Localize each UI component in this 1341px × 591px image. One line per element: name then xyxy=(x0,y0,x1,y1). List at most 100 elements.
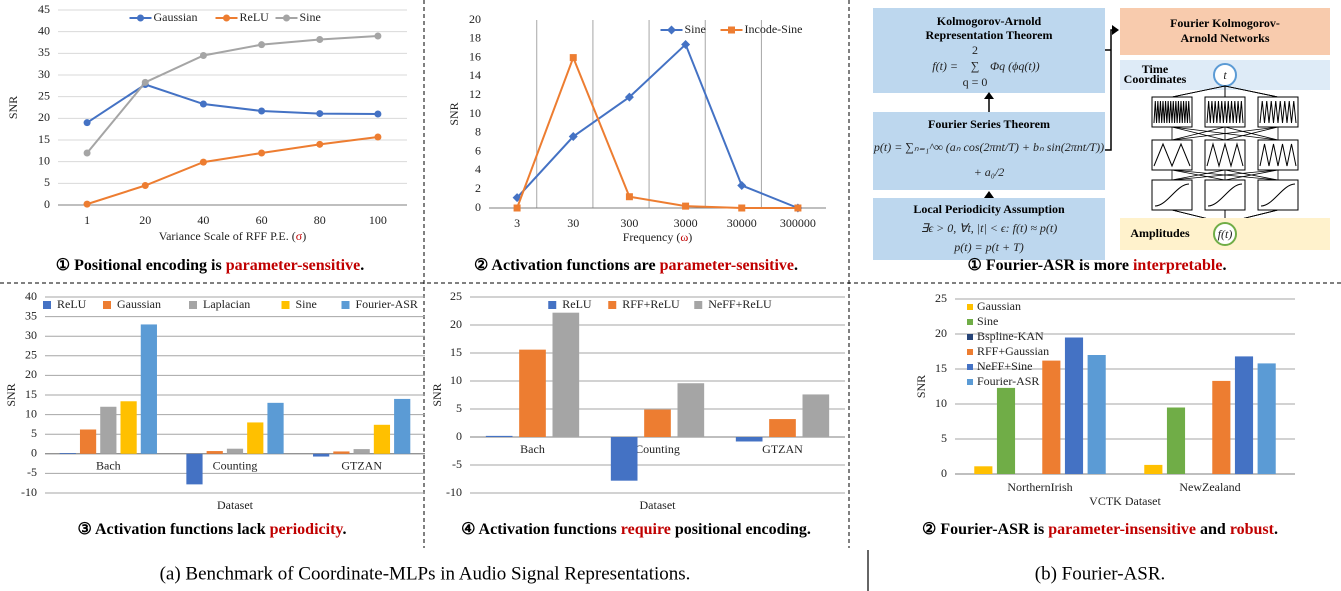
x-tick-label: 3000 xyxy=(674,216,698,230)
legend-label: Incode-Sine xyxy=(745,22,803,36)
bar xyxy=(1235,356,1253,474)
x-tick-label: 100 xyxy=(369,213,387,227)
legend-label: RFF+Gaussian xyxy=(977,344,1049,358)
marker xyxy=(200,52,207,59)
text-run: . xyxy=(1222,257,1226,274)
text-run: ③ Activation functions lack xyxy=(77,521,269,538)
legend-swatch xyxy=(967,364,973,370)
formula: Φq (ϕq(t)) xyxy=(990,59,1040,73)
y-tick-label: 5 xyxy=(44,175,50,189)
series-line xyxy=(87,137,378,204)
bar xyxy=(267,403,283,454)
bar xyxy=(186,454,202,485)
marker xyxy=(283,15,290,22)
panel-caption: ① Fourier-ASR is more interpretable. xyxy=(968,257,1227,274)
text-run: periodicity xyxy=(270,521,344,538)
bar xyxy=(519,350,546,437)
y-tick-label: 10 xyxy=(469,106,481,120)
bar xyxy=(997,388,1015,474)
bar xyxy=(227,449,243,454)
y-tick-label: 25 xyxy=(38,88,50,102)
formula: p(t) = p(t + T) xyxy=(953,240,1024,254)
input-label: Coordinates xyxy=(1124,72,1187,86)
y-tick-label: 5 xyxy=(941,431,947,445)
marker xyxy=(84,119,91,126)
legend-label: Gaussian xyxy=(117,297,161,311)
marker xyxy=(258,150,265,157)
bar xyxy=(1212,381,1230,474)
legend-swatch xyxy=(967,319,973,325)
y-tick-label: 45 xyxy=(38,2,50,16)
formula: f(t) = xyxy=(932,59,958,73)
figure: Kolmogorov-Arnold Representation Theorem… xyxy=(0,0,1341,591)
x-tick-label: NorthernIrish xyxy=(1007,480,1072,494)
y-tick-label: 20 xyxy=(38,110,50,124)
formula: + a₀/2 xyxy=(974,165,1005,179)
marker xyxy=(258,41,265,48)
text-run: Dataset xyxy=(217,498,254,512)
x-tick-label: Counting xyxy=(213,459,258,473)
legend-label: Sine xyxy=(977,314,998,328)
y-tick-label: 30 xyxy=(38,67,50,81)
marker xyxy=(316,36,323,43)
legend-swatch xyxy=(548,301,556,309)
text-run: ) xyxy=(688,230,692,244)
marker xyxy=(374,133,381,140)
legend-swatch xyxy=(608,301,616,309)
marker xyxy=(667,26,676,35)
legend-label: Fourier-ASR xyxy=(977,374,1039,388)
cap: ③ Activation functions lack periodicity. xyxy=(77,521,346,538)
y-tick-label: 20 xyxy=(935,326,947,340)
x-tick-label: Bach xyxy=(520,442,545,456)
bar xyxy=(644,410,671,437)
text-run: . xyxy=(794,257,798,274)
text-run: . xyxy=(343,521,347,538)
series-line xyxy=(87,85,378,123)
y-tick-label: 15 xyxy=(38,132,50,146)
series-line xyxy=(517,58,798,208)
bar xyxy=(1144,465,1162,474)
box-title: Local Periodicity Assumption xyxy=(913,202,1065,216)
x-axis-label: Variance Scale of RFF P.E. (σ) xyxy=(159,229,306,243)
y-tick-label: 25 xyxy=(25,348,37,362)
marker xyxy=(137,15,144,22)
output-label: Amplitudes xyxy=(1130,226,1190,240)
formula: 2 xyxy=(972,43,978,57)
legend-label: Sine xyxy=(300,10,321,24)
y-tick-label: 30 xyxy=(25,328,37,342)
bar xyxy=(974,466,992,474)
legend-label: RFF+ReLU xyxy=(622,297,680,311)
y-tick-label: 40 xyxy=(38,23,50,37)
y-tick-label: 0 xyxy=(456,429,462,443)
y-tick-label: 25 xyxy=(450,289,462,303)
bar xyxy=(60,453,76,454)
text-run: Frequency ( xyxy=(623,230,681,244)
output-symbol: f(t) xyxy=(1218,227,1233,241)
marker xyxy=(84,201,91,208)
box-title: Arnold Networks xyxy=(1181,31,1270,45)
formula: ∑ xyxy=(971,59,980,73)
legend-label: ReLU xyxy=(562,297,592,311)
marker xyxy=(84,150,91,157)
y-tick-label: 10 xyxy=(38,153,50,167)
y-tick-label: 20 xyxy=(450,317,462,331)
marker xyxy=(142,79,149,86)
legend-swatch xyxy=(189,301,197,309)
arrowhead xyxy=(984,92,994,99)
legend-label: Gaussian xyxy=(977,299,1021,313)
y-tick-label: 10 xyxy=(450,373,462,387)
figure-caption: (b) Fourier-ASR. xyxy=(1035,563,1166,584)
text-run: positional encoding. xyxy=(671,521,811,538)
x-tick-label: Bach xyxy=(96,459,121,473)
bar xyxy=(333,451,349,453)
legend-swatch xyxy=(967,304,973,310)
box-title: Kolmogorov-Arnold xyxy=(937,14,1042,28)
text-run: ② Activation functions are xyxy=(474,257,660,274)
y-tick-label: 12 xyxy=(469,87,481,101)
marker xyxy=(626,193,633,200)
marker xyxy=(316,141,323,148)
y-tick-label: 8 xyxy=(475,125,481,139)
box-title: Fourier Series Theorem xyxy=(928,117,1050,131)
x-tick-label: 30000 xyxy=(727,216,757,230)
bar xyxy=(769,419,796,437)
